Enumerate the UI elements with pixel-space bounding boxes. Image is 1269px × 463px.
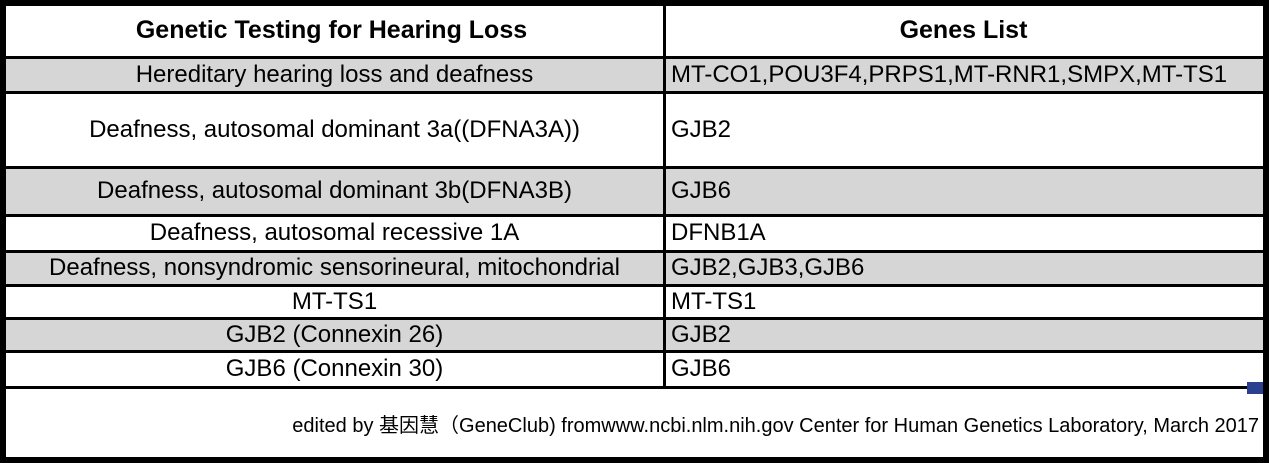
table-row: MT-TS1 MT-TS1 <box>6 287 1263 320</box>
genes-cell: DFNB1A <box>663 217 1263 250</box>
genes-cell: MT-CO1,POU3F4,PRPS1,MT-RNR1,SMPX,MT-TS1 <box>663 59 1263 91</box>
condition-cell: Deafness, autosomal dominant 3b(DFNA3B) <box>6 169 663 214</box>
genes-cell: MT-TS1 <box>663 287 1263 317</box>
table-row: GJB6 (Connexin 30) GJB6 <box>6 353 1263 394</box>
resize-handle-icon <box>1247 374 1263 394</box>
condition-cell: GJB6 (Connexin 30) <box>225 355 444 383</box>
genes-cell: GJB2,GJB3,GJB6 <box>663 253 1263 284</box>
genes-cell: GJB6 <box>663 169 1263 214</box>
condition-cell: Deafness, autosomal dominant 3a((DFNA3A)… <box>89 115 580 143</box>
table-row: Deafness, nonsyndromic sensorineural, mi… <box>6 253 1263 287</box>
genes-cell: GJB2 <box>663 320 1263 350</box>
table-row: Deafness, autosomal dominant 3b(DFNA3B) … <box>6 169 1263 217</box>
table-row: Deafness, autosomal dominant 3a((DFNA3A)… <box>6 94 1263 169</box>
header-testing-column: Genetic Testing for Hearing Loss <box>135 16 528 45</box>
condition-cell: Deafness, nonsyndromic sensorineural, mi… <box>6 253 663 284</box>
table-row: GJB2 (Connexin 26) GJB2 <box>6 320 1263 353</box>
genes-cell: GJB6 <box>663 353 1263 394</box>
footer-credit-text: edited by 基因慧（GeneClub) fromwww.ncbi.nlm… <box>292 414 1259 437</box>
condition-cell: GJB2 (Connexin 26) <box>6 320 663 350</box>
header-genes-column: Genes List <box>663 6 1263 56</box>
table-footer-row: edited by 基因慧（GeneClub) fromwww.ncbi.nlm… <box>6 389 1263 457</box>
condition-cell: MT-TS1 <box>291 287 378 315</box>
condition-cell: Deafness, autosomal recessive 1A <box>149 219 520 247</box>
table-row: Deafness, autosomal recessive 1A DFNB1A <box>6 217 1263 253</box>
table-header-row: Genetic Testing for Hearing Loss Genes L… <box>6 6 1263 59</box>
condition-cell: Hereditary hearing loss and deafness <box>6 59 663 91</box>
genes-cell: GJB2 <box>663 94 1263 166</box>
table-row: Hereditary hearing loss and deafness MT-… <box>6 59 1263 94</box>
